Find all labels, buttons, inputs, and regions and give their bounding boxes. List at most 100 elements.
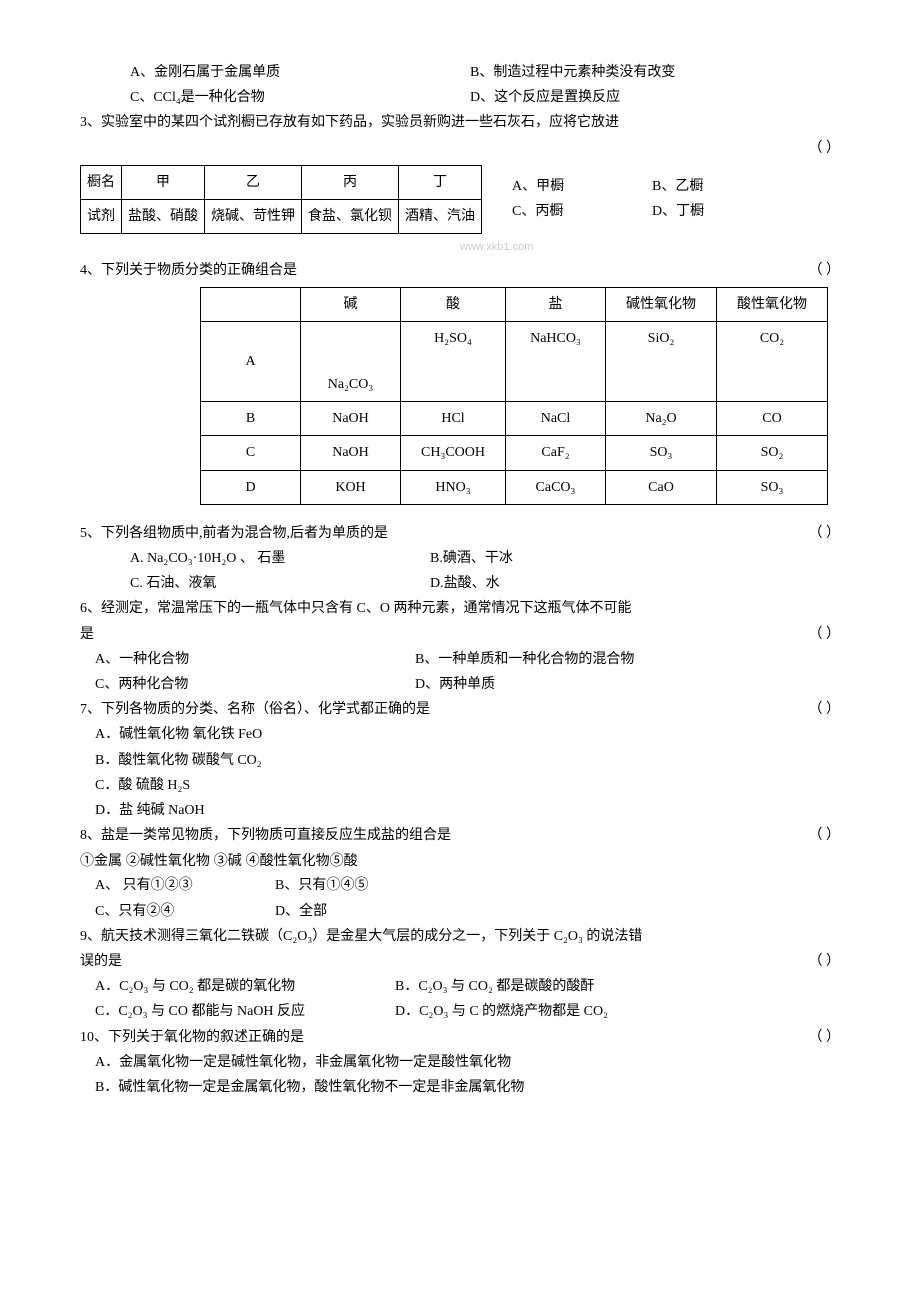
- q4-r3c2: HNO₃: [401, 470, 506, 504]
- q3-option-c: C、丙橱: [512, 199, 652, 224]
- q3-options: A、甲橱 B、乙橱 C、丙橱 D、丁橱: [512, 174, 840, 224]
- q9-a: A．C₂O₃ 与 CO₂ 都是碳的氧化物: [95, 974, 395, 999]
- q2-options-row2: C、CCl₄是一种化合物 D、这个反应是置换反应: [80, 85, 840, 110]
- q4-text: 4、下列关于物质分类的正确组合是: [80, 258, 297, 283]
- q8-b: B、只有①④⑤: [275, 873, 368, 898]
- q5-text: 5、下列各组物质中,前者为混合物,后者为单质的是: [80, 521, 388, 546]
- q3-th-4: 丁: [399, 165, 482, 199]
- q6-row1: A、一种化合物 B、一种单质和一种化合物的混合物: [80, 647, 840, 672]
- q6-text2: 是: [80, 622, 94, 647]
- q9-c: C．C₂O₃ 与 CO 都能与 NaOH 反应: [95, 999, 395, 1024]
- q3-th-3: 丙: [302, 165, 399, 199]
- q9-line2: 误的是 （ ）: [80, 949, 840, 974]
- q4-h5: 酸性氧化物: [717, 288, 828, 322]
- q5-c: C. 石油、液氧: [130, 571, 430, 596]
- q6-c: C、两种化合物: [95, 672, 415, 697]
- q7-a: A．碱性氧化物 氧化铁 FeO: [80, 722, 840, 747]
- q3-table: 橱名 甲 乙 丙 丁 试剂 盐酸、硝酸 烧碱、苛性钾 食盐、氯化钡 酒精、汽油: [80, 165, 482, 234]
- q5-row2: C. 石油、液氧 D.盐酸、水: [80, 571, 840, 596]
- q4-r1c0: B: [201, 402, 301, 436]
- q4-r2c5: SO₂: [717, 436, 828, 470]
- q5-paren: （ ）: [809, 521, 841, 546]
- q4-h1: 碱: [301, 288, 401, 322]
- q3-option-d: D、丁橱: [652, 199, 792, 224]
- q4-r0c1: Na₂CO₃: [301, 322, 401, 402]
- q7-paren: （ ）: [809, 697, 841, 722]
- q3-row-label: 试剂: [81, 199, 122, 233]
- q9-d: D．C₂O₃ 与 C 的燃烧产物都是 CO₂: [395, 999, 608, 1024]
- q4-r0c2: H₂SO₄: [401, 322, 506, 402]
- q6-text1: 6、经测定，常温常压下的一瓶气体中只含有 C、O 两种元素，通常情况下这瓶气体不…: [80, 596, 840, 621]
- q4-r0c5: CO₂: [717, 322, 828, 402]
- q4-table: 碱 酸 盐 碱性氧化物 酸性氧化物 A Na₂CO₃ H₂SO₄ NaHCO₃ …: [200, 287, 828, 505]
- q9-paren: （ ）: [809, 949, 841, 974]
- q3-option-a: A、甲橱: [512, 174, 652, 199]
- q4-h2: 酸: [401, 288, 506, 322]
- q4-r3c0: D: [201, 470, 301, 504]
- q5-d: D.盐酸、水: [430, 571, 500, 596]
- q6-row2: C、两种化合物 D、两种单质: [80, 672, 840, 697]
- q4-r0c4: SiO₂: [606, 322, 717, 402]
- q4-r3c4: CaO: [606, 470, 717, 504]
- q3-option-b: B、乙橱: [652, 174, 792, 199]
- q6-paren: （ ）: [809, 622, 841, 647]
- q2-option-c: C、CCl₄是一种化合物: [130, 85, 470, 110]
- q3-wrapper: 橱名 甲 乙 丙 丁 试剂 盐酸、硝酸 烧碱、苛性钾 食盐、氯化钡 酒精、汽油 …: [80, 161, 840, 238]
- q4-r1c4: Na₂O: [606, 402, 717, 436]
- q4-h4: 碱性氧化物: [606, 288, 717, 322]
- q9-row1: A．C₂O₃ 与 CO₂ 都是碳的氧化物 B．C₂O₃ 与 CO₂ 都是碳酸的酸…: [80, 974, 840, 999]
- q4-r3c1: KOH: [301, 470, 401, 504]
- q2-option-d: D、这个反应是置换反应: [470, 85, 620, 110]
- q6-line2: 是 （ ）: [80, 622, 840, 647]
- q5-b: B.碘酒、干冰: [430, 546, 513, 571]
- q4-r0c3: NaHCO₃: [506, 322, 606, 402]
- q7-c: C．酸 硫酸 H₂S: [80, 773, 840, 798]
- q2-option-a: A、金刚石属于金属单质: [130, 60, 470, 85]
- q4-r2c0: C: [201, 436, 301, 470]
- q8-line: 8、盐是一类常见物质，下列物质可直接反应生成盐的组合是 （ ）: [80, 823, 840, 848]
- q8-row2: C、只有②④ D、全部: [80, 899, 840, 924]
- q9-row2: C．C₂O₃ 与 CO 都能与 NaOH 反应 D．C₂O₃ 与 C 的燃烧产物…: [80, 999, 840, 1024]
- q6-d: D、两种单质: [415, 672, 495, 697]
- q4-r1c3: NaCl: [506, 402, 606, 436]
- q4-r1c1: NaOH: [301, 402, 401, 436]
- q6-b: B、一种单质和一种化合物的混合物: [415, 647, 634, 672]
- q5-line: 5、下列各组物质中,前者为混合物,后者为单质的是 （ ）: [80, 521, 840, 546]
- q10-b: B．碱性氧化物一定是金属氧化物，酸性氧化物不一定是非金属氧化物: [80, 1075, 840, 1100]
- q4-r0c0: A: [201, 322, 301, 402]
- q10-a: A．金属氧化物一定是碱性氧化物，非金属氧化物一定是酸性氧化物: [80, 1050, 840, 1075]
- q4-r1c5: CO: [717, 402, 828, 436]
- q4-r2c3: CaF₂: [506, 436, 606, 470]
- q4-r3c5: SO₃: [717, 470, 828, 504]
- q9-text2: 误的是: [80, 949, 122, 974]
- q4-r2c2: CH₃COOH: [401, 436, 506, 470]
- q4-r1c2: HCl: [401, 402, 506, 436]
- q7-text: 7、下列各物质的分类、名称（俗名）、化学式都正确的是: [80, 697, 430, 722]
- q3-th-2: 乙: [205, 165, 302, 199]
- q3-cell-0: 盐酸、硝酸: [122, 199, 205, 233]
- q6-a: A、一种化合物: [95, 647, 415, 672]
- q9-b: B．C₂O₃ 与 CO₂ 都是碳酸的酸酐: [395, 974, 594, 999]
- q10-paren: （ ）: [809, 1025, 841, 1050]
- q3-text: 3、实验室中的某四个试剂橱已存放有如下药品，实验员新购进一些石灰石，应将它放进: [80, 110, 840, 135]
- q3-th-1: 甲: [122, 165, 205, 199]
- q9-text1: 9、航天技术测得三氧化二铁碳（C₂O₃）是金星大气层的成分之一，下列关于 C₂O…: [80, 924, 840, 949]
- q3-th-0: 橱名: [81, 165, 122, 199]
- q8-text: 8、盐是一类常见物质，下列物质可直接反应生成盐的组合是: [80, 823, 451, 848]
- q3-cell-3: 酒精、汽油: [399, 199, 482, 233]
- watermark: www.xkb1.com: [80, 238, 840, 258]
- q8-row1: A、 只有①②③ B、只有①④⑤: [80, 873, 840, 898]
- q3-cell-2: 食盐、氯化钡: [302, 199, 399, 233]
- q4-h0: [201, 288, 301, 322]
- q7-b: B．酸性氧化物 碳酸气 CO₂: [80, 748, 840, 773]
- q8-c: C、只有②④: [95, 899, 275, 924]
- q7-line: 7、下列各物质的分类、名称（俗名）、化学式都正确的是 （ ）: [80, 697, 840, 722]
- q8-sub: ①金属 ②碱性氧化物 ③碱 ④酸性氧化物⑤酸: [80, 848, 840, 873]
- q10-text: 10、下列关于氧化物的叙述正确的是: [80, 1025, 304, 1050]
- q4-h3: 盐: [506, 288, 606, 322]
- q4-r3c3: CaCO₃: [506, 470, 606, 504]
- q4-line: 4、下列关于物质分类的正确组合是 （ ）: [80, 258, 840, 283]
- q4-r2c4: SO₃: [606, 436, 717, 470]
- q3-paren-line: （ ）: [80, 136, 840, 161]
- q8-d: D、全部: [275, 899, 327, 924]
